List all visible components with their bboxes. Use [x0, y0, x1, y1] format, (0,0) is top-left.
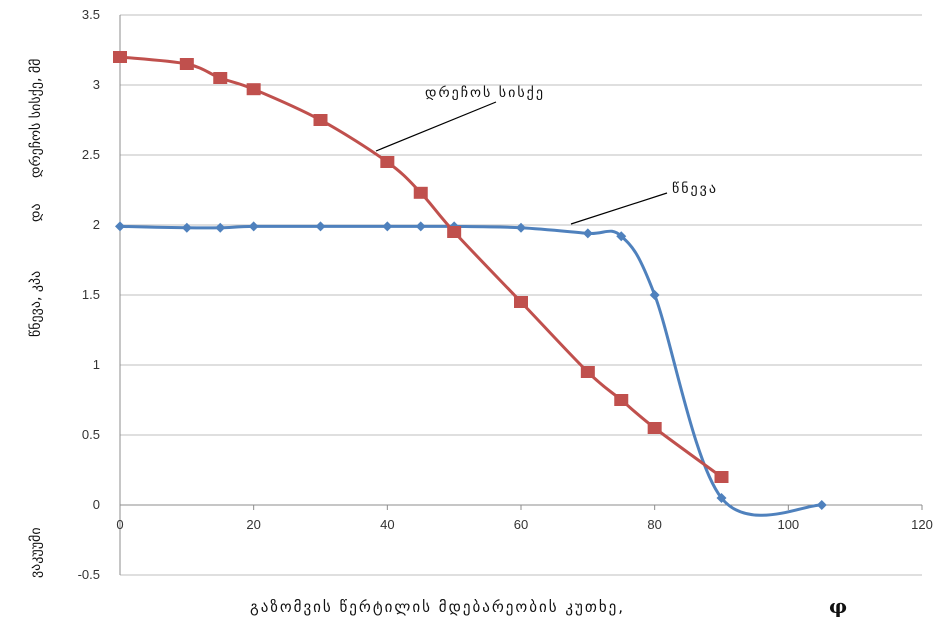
x-tick-label: 60	[514, 517, 528, 532]
y-tick-label: 3	[93, 77, 100, 92]
annotation-gap-label: დრეჩოს სისქე	[425, 84, 545, 101]
x-tick-label: 100	[777, 517, 799, 532]
x-tick-label: 120	[911, 517, 933, 532]
y-axis-title-vacuum: ვაკუუმი	[28, 527, 44, 578]
pressure-point	[582, 228, 593, 239]
pressure-point	[215, 222, 226, 233]
x-axis-title-symbol: φ	[829, 594, 847, 618]
y-tick-labels: -0.5 0 0.5 1 1.5 2 2.5 3 3.5	[78, 7, 100, 582]
y-axis-title-thickness: დრეჩოს სისქე, მმ	[27, 59, 44, 178]
pressure-point	[382, 221, 393, 232]
x-tick-label: 20	[246, 517, 260, 532]
gap-thickness-point	[514, 296, 528, 308]
y-tick-label: 2	[93, 217, 100, 232]
y-tick-label: 1	[93, 357, 100, 372]
axes	[119, 15, 923, 575]
pressure-point	[516, 222, 526, 233]
pressure-point	[649, 290, 660, 300]
annotation-leader-gap	[375, 101, 497, 152]
gap-thickness-point	[179, 58, 194, 70]
gap-thickness-point	[580, 366, 595, 378]
y-tick-label: -0.5	[78, 567, 100, 582]
x-tick-label: 0	[116, 517, 123, 532]
gap-thickness-point	[380, 156, 395, 168]
y-axis-title-connector: და	[28, 203, 44, 222]
y-tick-label: 0.5	[82, 427, 100, 442]
x-axis-title: გაზომვის წერტილის მდებარეობის კუთხე, φ	[250, 594, 847, 618]
y-axis-title-pressure: წნევა, კპა	[28, 271, 44, 337]
gap-thickness-point	[714, 471, 729, 483]
annotation-gap-thickness: დრეჩოს სისქე	[375, 84, 545, 152]
annotation-pressure-label: წნევა	[672, 181, 718, 197]
y-tick-label: 3.5	[82, 7, 100, 22]
gap-thickness-point	[113, 51, 127, 63]
x-tick-label: 80	[647, 517, 661, 532]
gap-thickness-point	[413, 186, 428, 199]
gap-thickness-point	[447, 226, 462, 238]
pressure-point	[181, 222, 192, 233]
y-tick-label: 1.5	[82, 287, 100, 302]
pressure-point	[716, 493, 727, 503]
pressure-point	[115, 221, 125, 232]
gap-thickness-point	[246, 83, 261, 96]
pressure-point	[616, 231, 627, 242]
y-tick-label: 0	[93, 497, 100, 512]
pressure-point	[816, 500, 827, 510]
pressure-point	[248, 221, 259, 232]
x-axis-title-text: გაზომვის წერტილის მდებარეობის კუთხე,	[250, 598, 625, 616]
gap-thickness-point	[313, 114, 328, 126]
y-tick-label: 2.5	[82, 147, 100, 162]
annotation-pressure: წნევა	[570, 181, 718, 225]
annotation-leader-pressure	[570, 192, 668, 225]
x-tick-label: 40	[380, 517, 394, 532]
gap-thickness-point	[647, 422, 662, 434]
series-markers	[113, 51, 827, 510]
gap-thickness-point	[213, 72, 228, 84]
series-lines	[119, 55, 822, 517]
series-line-gap-thickness	[119, 55, 723, 479]
gap-thickness-point	[614, 394, 629, 406]
pressure-point	[315, 221, 326, 232]
x-tick-labels: 0 20 40 60 80 100 120	[116, 517, 932, 532]
pressure-point	[415, 221, 426, 232]
